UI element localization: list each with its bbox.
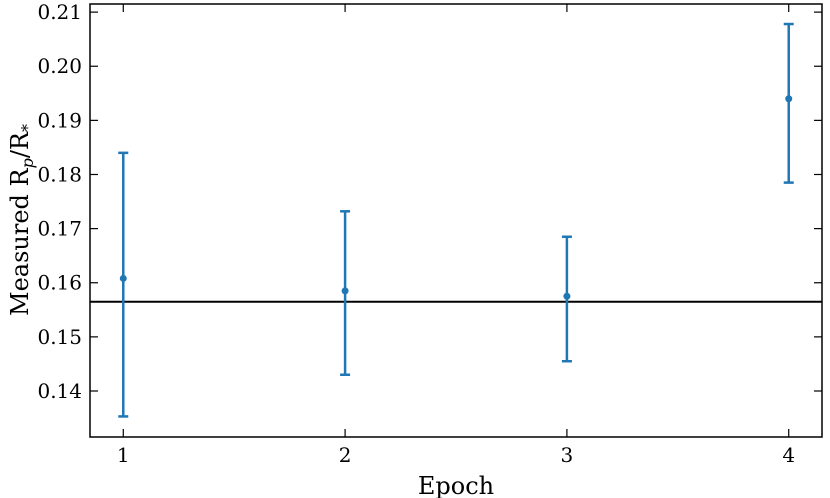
axes-frame xyxy=(89,3,823,438)
y-axis-label: Measured Rp/R* xyxy=(6,124,37,316)
y-tick-label: 0.17 xyxy=(37,217,82,241)
data-point xyxy=(563,292,571,300)
y-tick-label: 0.18 xyxy=(37,162,82,186)
data-point xyxy=(341,287,349,295)
x-tick-label: 2 xyxy=(339,443,352,467)
y-axis-label-sub2: * xyxy=(18,124,37,132)
y-tick-label: 0.21 xyxy=(37,0,82,24)
x-tick-label: 1 xyxy=(117,443,130,467)
y-tick-label: 0.15 xyxy=(37,325,82,349)
y-axis-label-slash: /R xyxy=(6,131,34,158)
y-tick-label: 0.19 xyxy=(37,108,82,132)
x-tick-label: 3 xyxy=(561,443,574,467)
y-tick-label: 0.20 xyxy=(37,54,82,78)
x-tick-label: 4 xyxy=(782,443,795,467)
y-axis-label-sub1: p xyxy=(18,158,37,168)
y-tick-label: 0.16 xyxy=(37,271,82,295)
y-tick-label: 0.14 xyxy=(37,379,82,403)
y-axis-label-main: Measured R xyxy=(6,167,34,316)
data-point xyxy=(785,95,793,103)
x-axis-label: Epoch xyxy=(418,472,494,498)
data-point xyxy=(119,274,127,282)
plot-area xyxy=(90,22,822,418)
axis-ticks: 1 2 3 4 0.14 0.15 0.16 0.17 0.18 0.19 0.20 0.21 xyxy=(37,0,822,467)
